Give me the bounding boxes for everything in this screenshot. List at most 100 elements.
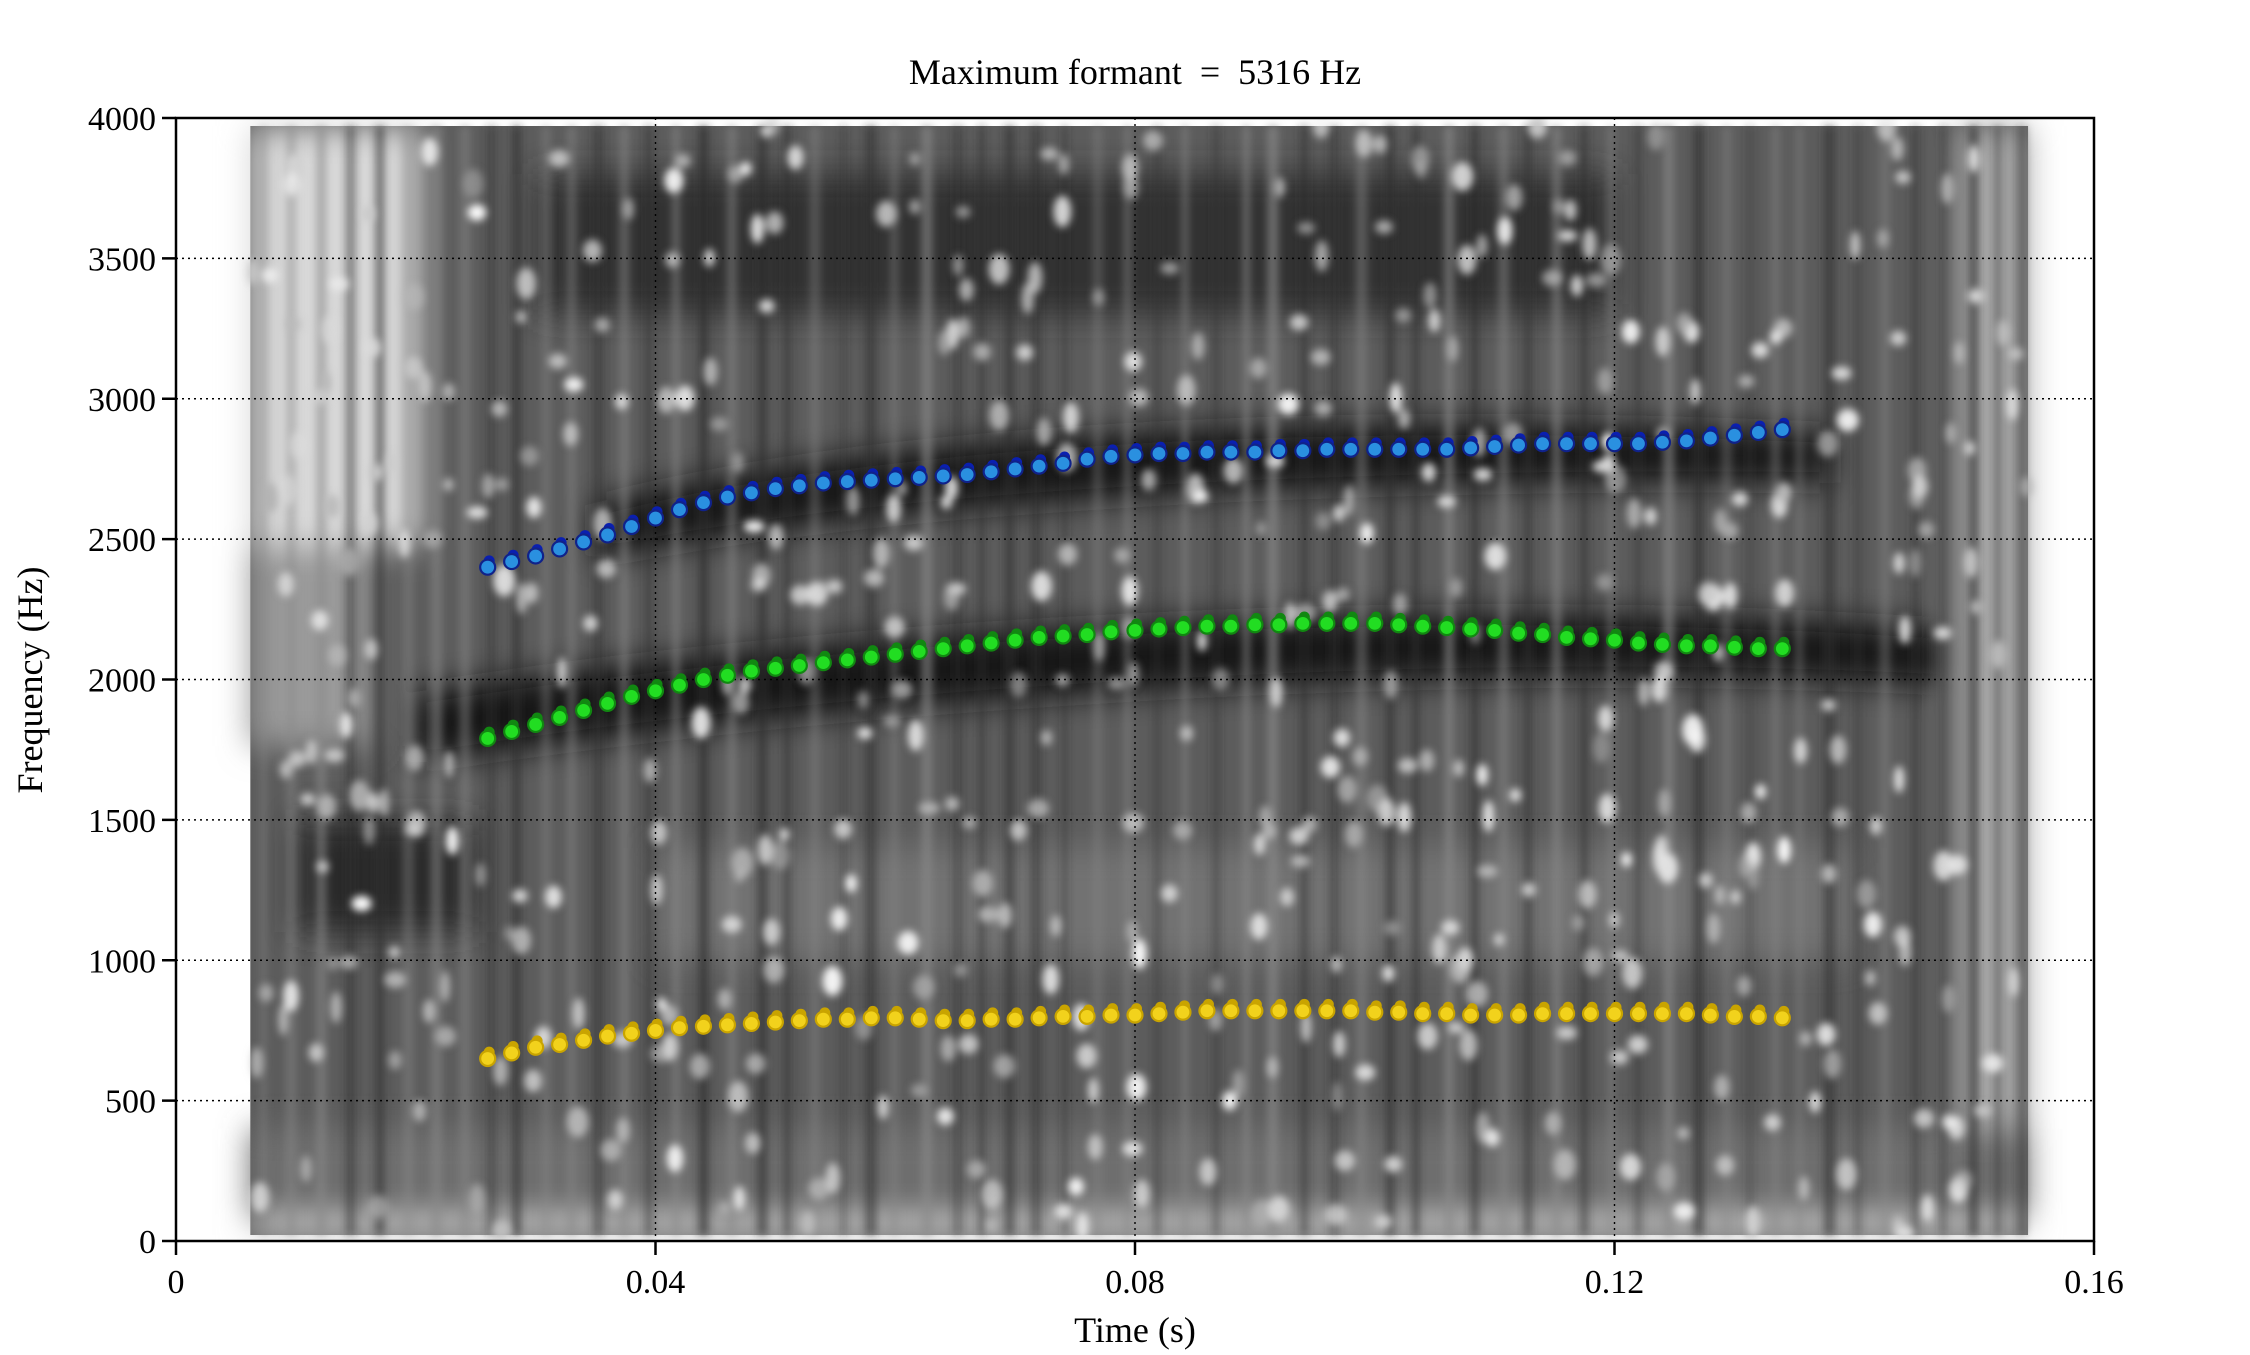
formant-point bbox=[1270, 616, 1288, 634]
formant-point bbox=[982, 463, 1000, 481]
x-tick-label: 0.04 bbox=[626, 1264, 686, 1301]
formant-point bbox=[1150, 444, 1168, 463]
formant-point bbox=[646, 509, 665, 527]
formant-point bbox=[1438, 618, 1456, 637]
formant-point bbox=[1486, 1006, 1504, 1024]
formant-point bbox=[1294, 1002, 1312, 1020]
formant-point bbox=[814, 654, 832, 672]
formant-point bbox=[1653, 635, 1672, 654]
formant-point bbox=[1390, 616, 1408, 634]
formant-point bbox=[958, 465, 976, 484]
formant-point bbox=[766, 659, 784, 677]
formant-point bbox=[982, 1010, 1000, 1028]
formant-point bbox=[1126, 446, 1144, 464]
formant-point bbox=[646, 682, 665, 700]
formant-point bbox=[1725, 426, 1743, 444]
formant-point bbox=[838, 472, 856, 491]
formant-point bbox=[622, 687, 641, 705]
formant-point bbox=[886, 645, 904, 663]
formant-point bbox=[646, 1021, 665, 1040]
formant-series-1 bbox=[479, 998, 1791, 1068]
formant-point bbox=[1366, 614, 1384, 632]
formant-point bbox=[1605, 631, 1624, 649]
formant-point bbox=[1581, 435, 1600, 453]
formant-point bbox=[479, 729, 497, 748]
formant-point bbox=[910, 642, 928, 661]
formant-point bbox=[1294, 614, 1312, 632]
formant-point bbox=[574, 701, 593, 719]
formant-point bbox=[527, 547, 545, 565]
formant-point bbox=[1198, 1002, 1216, 1020]
y-axis-title: Frequency (Hz) bbox=[10, 567, 50, 794]
formant-point bbox=[622, 1024, 641, 1042]
formant-point bbox=[550, 1035, 569, 1054]
formant-point bbox=[1462, 439, 1480, 457]
formant-point bbox=[1270, 1002, 1288, 1020]
formant-point bbox=[1701, 429, 1720, 447]
y-tick-label: 500 bbox=[105, 1084, 156, 1121]
formant-point bbox=[838, 1010, 856, 1028]
formant-point bbox=[598, 1027, 617, 1045]
formant-point bbox=[1701, 1006, 1720, 1024]
formant-point bbox=[1390, 1003, 1408, 1021]
formant-point bbox=[1773, 640, 1791, 658]
formant-point bbox=[1030, 457, 1048, 475]
formant-point bbox=[1222, 1002, 1240, 1020]
x-tick-label: 0.16 bbox=[2064, 1264, 2124, 1301]
formant-point bbox=[1581, 630, 1600, 648]
y-tick-label: 1500 bbox=[88, 803, 156, 840]
formant-point bbox=[1270, 442, 1288, 460]
x-axis-title: Time (s) bbox=[1074, 1310, 1196, 1350]
y-tick-label: 3000 bbox=[88, 382, 156, 419]
formant-point bbox=[1605, 1004, 1624, 1023]
formant-point bbox=[1629, 634, 1648, 652]
y-tick-label: 3500 bbox=[88, 241, 156, 278]
formant-point bbox=[1653, 433, 1672, 451]
formant-point bbox=[790, 656, 808, 675]
x-tick-label: 0.12 bbox=[1585, 1264, 1645, 1301]
formant-point bbox=[1749, 423, 1767, 442]
formant-point bbox=[1078, 625, 1096, 644]
formant-point bbox=[622, 517, 641, 536]
formant-point bbox=[1318, 1002, 1336, 1020]
formant-point bbox=[790, 1012, 808, 1030]
formant-point bbox=[1462, 620, 1480, 638]
formant-point bbox=[1174, 444, 1192, 463]
formant-point bbox=[1629, 435, 1648, 453]
formant-point bbox=[527, 1038, 545, 1056]
formant-point bbox=[862, 648, 880, 666]
formant-point bbox=[934, 1012, 952, 1030]
formant-series-2 bbox=[479, 611, 1791, 748]
formant-point bbox=[718, 1016, 737, 1034]
formant-point bbox=[1054, 1007, 1072, 1026]
formant-point bbox=[1486, 621, 1504, 639]
formant-point bbox=[550, 708, 569, 727]
formant-point bbox=[670, 501, 689, 519]
formant-point bbox=[694, 1017, 713, 1035]
formant-point bbox=[1318, 614, 1336, 632]
x-tick-label: 0.08 bbox=[1105, 1264, 1165, 1301]
formant-point bbox=[1438, 440, 1456, 458]
formant-point bbox=[1486, 437, 1504, 456]
formant-point bbox=[910, 468, 928, 486]
formant-point bbox=[1126, 621, 1144, 639]
spectrogram-specks bbox=[247, 118, 2034, 1241]
formant-series-3 bbox=[479, 417, 1791, 576]
formant-point bbox=[790, 477, 808, 495]
formant-point bbox=[886, 470, 904, 488]
formant-point bbox=[598, 526, 617, 544]
formant-point bbox=[1414, 1004, 1432, 1023]
formant-point bbox=[1126, 1006, 1144, 1024]
formant-point bbox=[1677, 637, 1696, 655]
formant-point bbox=[1198, 617, 1216, 635]
formant-point bbox=[1342, 614, 1360, 632]
formant-point bbox=[670, 676, 689, 694]
formant-point bbox=[1773, 421, 1791, 439]
grid-lines bbox=[176, 118, 2094, 1241]
y-tick-label: 4000 bbox=[88, 101, 156, 138]
formant-point bbox=[814, 1010, 832, 1028]
formant-point bbox=[1725, 1007, 1743, 1026]
formant-point bbox=[1342, 440, 1360, 458]
formant-point bbox=[503, 722, 521, 741]
formant-point bbox=[1749, 1007, 1767, 1026]
